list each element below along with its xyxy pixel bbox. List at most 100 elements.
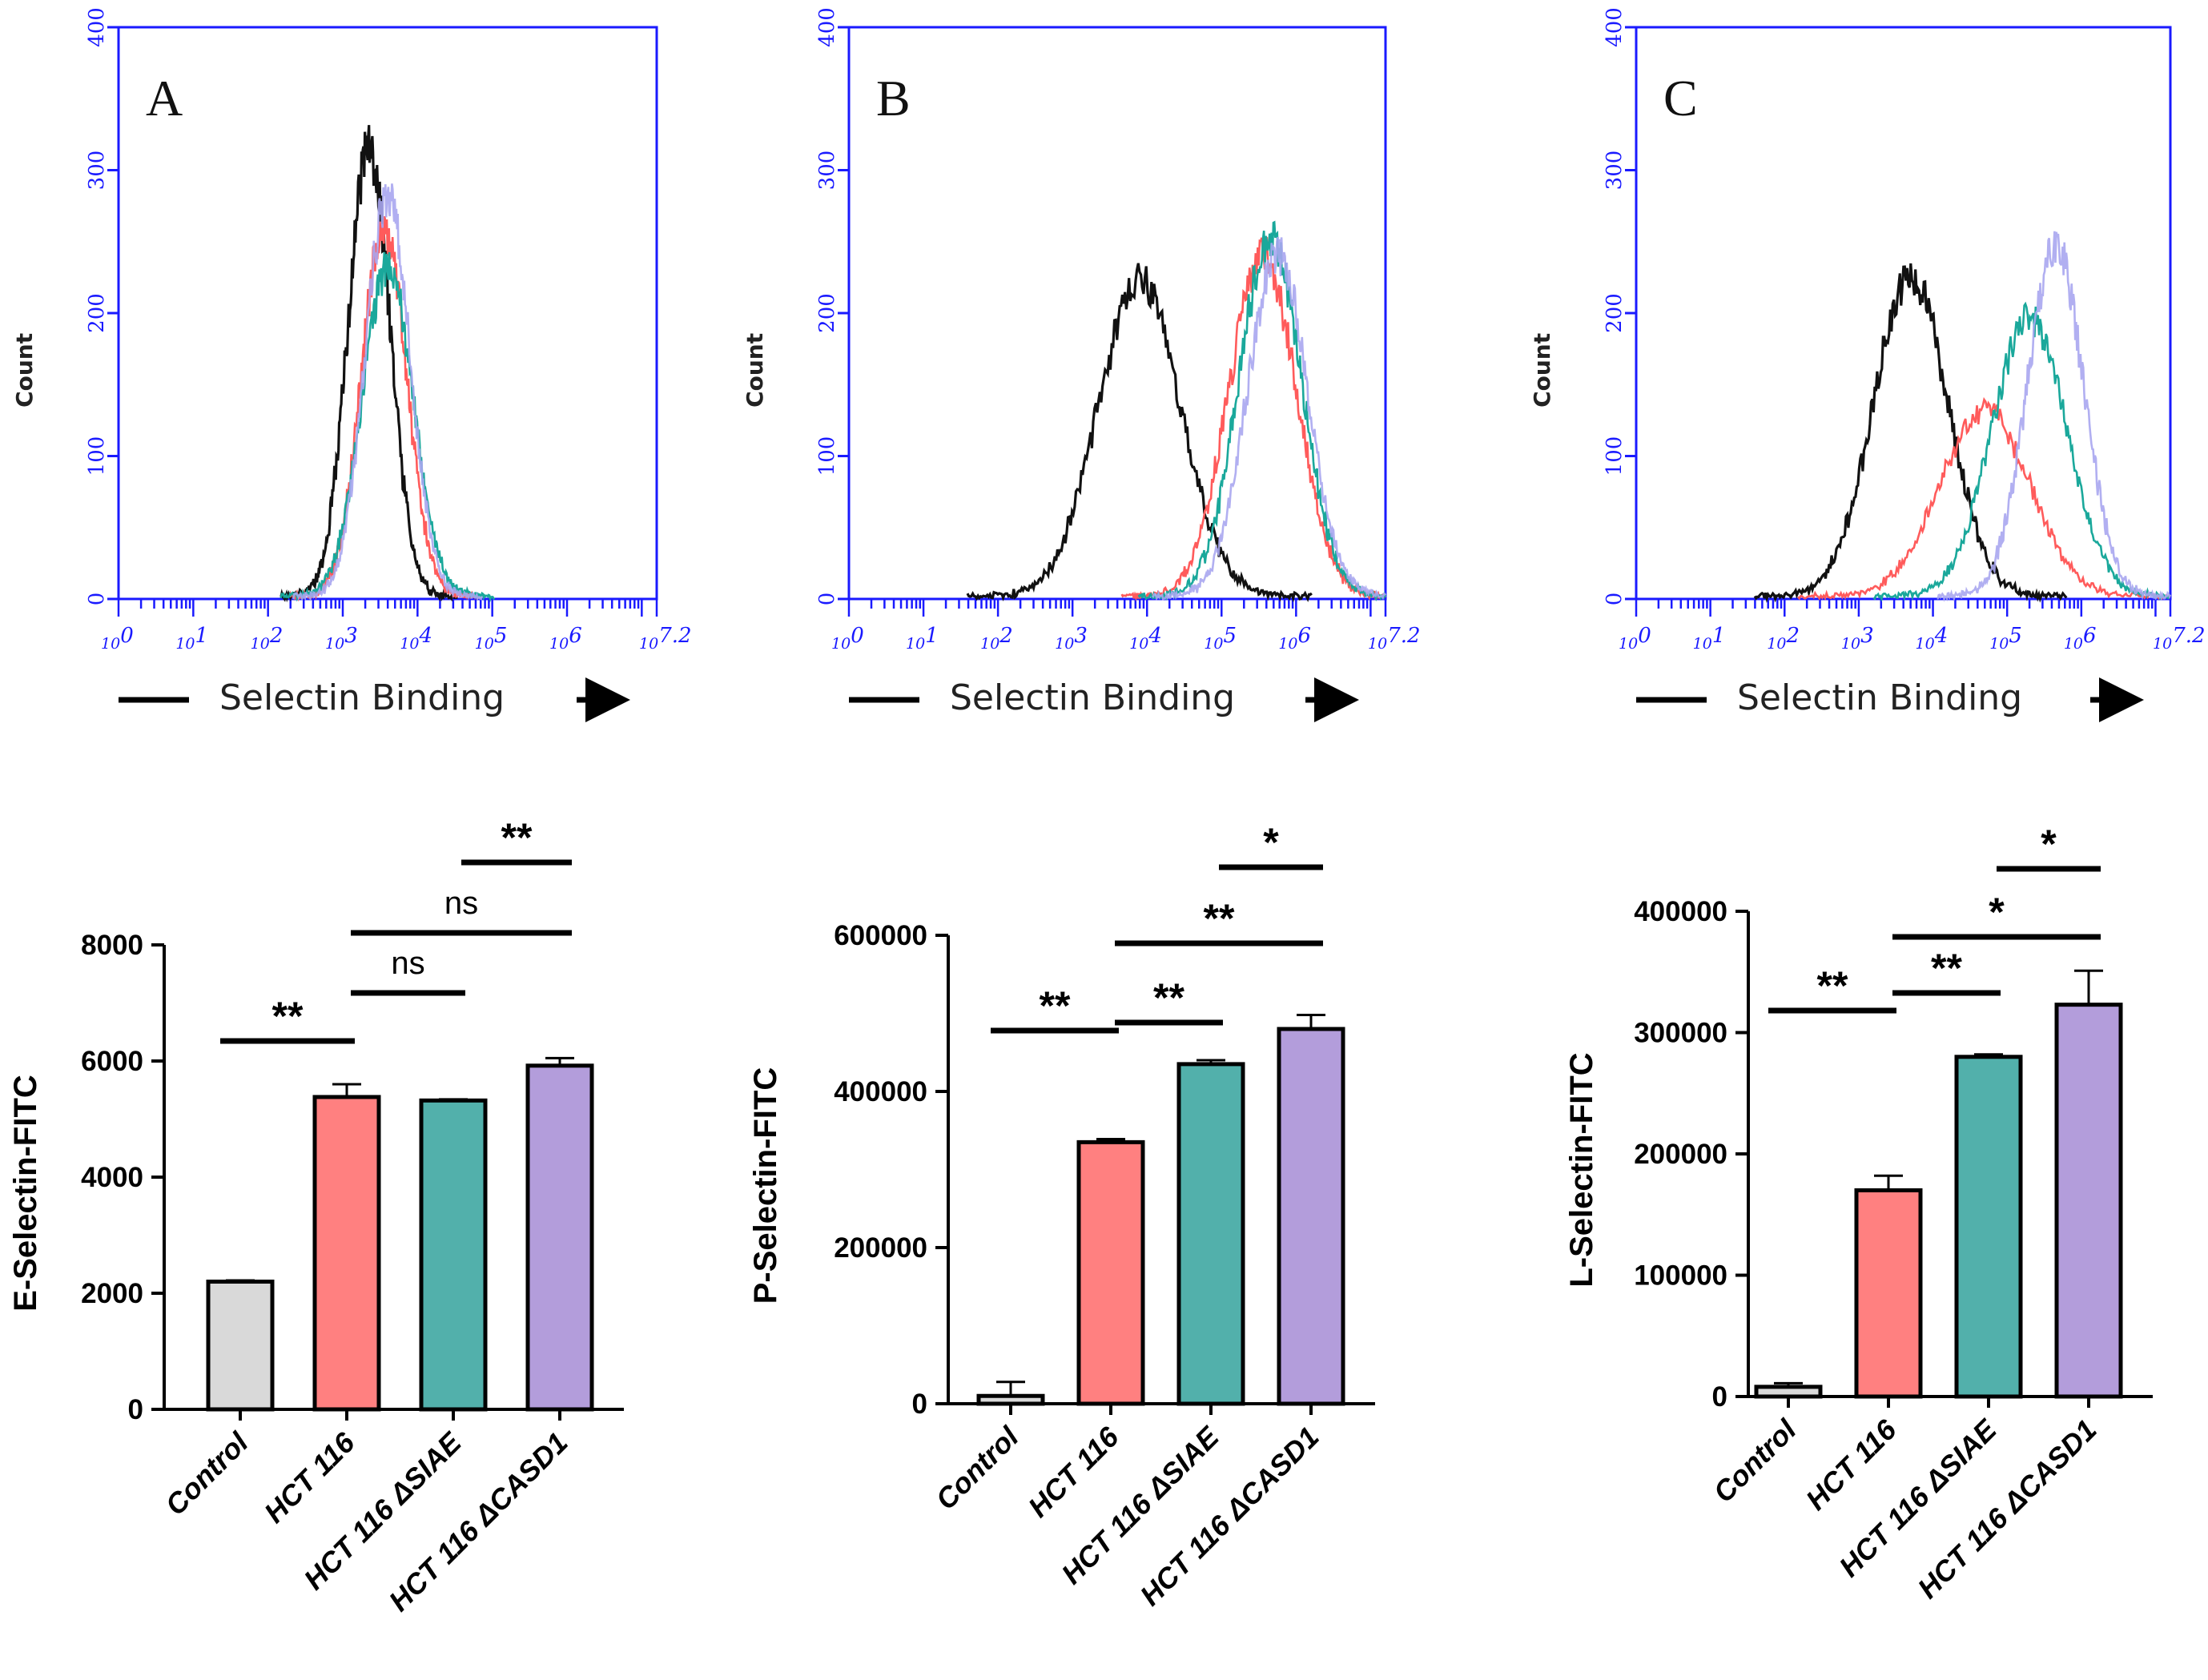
y-axis-label: E-Selectin-FITC (8, 1075, 43, 1312)
x-tick-label: HCT 116 (1022, 1420, 1126, 1524)
histogram-curve-hct-116-casd1 (292, 183, 483, 602)
x-tick-label: HCT 116 ΔCASD1 (1911, 1413, 2102, 1605)
significance-label: ** (501, 815, 533, 860)
bar-1 (1076, 1139, 1145, 1406)
histogram-panel-b: 0 100 200 300 400 100 101 102 103 104 105 106 107.2 C… (742, 7, 1421, 722)
y-tick-label: 200 (85, 293, 109, 333)
y-tick-label: 0 (1712, 1381, 1727, 1413)
x-tick-label: Control (1707, 1413, 1803, 1509)
x-tick-label: 103 (1055, 624, 1088, 653)
x-tick-label: 106 (2064, 624, 2097, 653)
x-tick-label: 102 (1767, 624, 1800, 653)
x-tick-label: HCT 116 ΔCASD1 (1133, 1421, 1325, 1612)
x-axis-label: Selectin Binding (950, 677, 1235, 718)
y-tick-label: 300 (1603, 151, 1627, 191)
x-tick-label: 107.2 (2153, 624, 2206, 653)
plot-frame (847, 26, 1387, 601)
bar-2 (419, 1098, 488, 1412)
y-tick-label: 300000 (1634, 1018, 1727, 1049)
plot-frame (1635, 26, 2172, 601)
y-tick-label: 4000 (81, 1162, 143, 1193)
significance-label: * (2041, 822, 2057, 866)
panel-letter: B (876, 70, 911, 127)
y-tick-label: 600000 (834, 920, 927, 951)
y-tick-label: 400000 (834, 1076, 927, 1107)
x-tick-label: Control (929, 1420, 1025, 1516)
significance-label: ** (1040, 983, 1071, 1028)
y-tick-label: 200000 (834, 1232, 927, 1264)
y-axis-label: Count (742, 333, 768, 408)
y-tick-label: 100000 (1634, 1260, 1727, 1292)
y-tick-label: 300 (85, 151, 109, 191)
x-tick-label: HCT 116 (1800, 1413, 1904, 1517)
panel-letter: C (1663, 70, 1698, 127)
bar-2 (1954, 1055, 2023, 1399)
significance-label: ** (1204, 896, 1235, 941)
y-tick-label: 100 (1603, 436, 1627, 476)
x-tick-label: 101 (175, 624, 208, 653)
y-tick-label: 200 (1603, 293, 1627, 333)
y-tick-label: 100 (85, 436, 109, 476)
y-axis-label: L-Selectin-FITC (1564, 1052, 1599, 1287)
significance-label: * (1989, 890, 2005, 934)
x-tick-label: HCT 116 ΔCASD1 (382, 1426, 573, 1618)
histogram-curve-control (280, 125, 458, 603)
x-tick-label: 102 (980, 624, 1013, 653)
significance-label: ** (1817, 963, 1848, 1008)
x-tick-label: 105 (1204, 624, 1237, 653)
histogram-curve-hct-116-casd1 (1937, 231, 2172, 602)
y-tick-label: 400 (85, 7, 109, 47)
y-tick-label: 0 (912, 1389, 927, 1420)
x-tick-label: 100 (1619, 624, 1651, 653)
x-axis-label: Selectin Binding (1737, 677, 2022, 718)
y-tick-label: 400 (1603, 7, 1627, 47)
significance-label: ns (391, 946, 424, 981)
histogram-curve-hct-116 (1797, 396, 2171, 601)
x-axis-label: Selectin Binding (219, 677, 505, 718)
y-tick-label: 200 (815, 293, 839, 333)
bar-3 (525, 1063, 594, 1412)
x-tick-label: 106 (549, 624, 582, 653)
x-tick-label: 104 (400, 624, 432, 653)
bar-0 (1754, 1385, 1823, 1399)
bar-3 (2054, 1003, 2123, 1399)
x-tick-label: 106 (1278, 624, 1311, 653)
histogram-curve-hct-116-siae (1872, 301, 2171, 602)
x-tick-label: 105 (1989, 624, 2022, 653)
x-tick-label: 103 (1841, 624, 1874, 653)
y-tick-label: 6000 (81, 1046, 143, 1077)
x-tick-label: 101 (1693, 624, 1726, 653)
y-tick-label: 100 (815, 436, 839, 476)
y-tick-label: 8000 (81, 930, 143, 961)
bar-chart-p-selectin: 0 200000 400000 600000 P-Selectin-FITC Contro… (748, 820, 1375, 1612)
y-tick-label: 0 (815, 593, 839, 606)
y-axis-label: Count (11, 333, 38, 408)
significance-label: ** (1931, 946, 1962, 991)
significance-label: ** (1153, 975, 1184, 1020)
significance-label: ** (272, 994, 304, 1039)
histogram-curve-hct-116-casd1 (1151, 236, 1387, 601)
y-axis-label: Count (1529, 333, 1555, 408)
histogram-curve-hct-116-siae (280, 251, 496, 603)
x-tick-label: 102 (251, 624, 284, 653)
y-tick-label: 400000 (1634, 896, 1727, 927)
x-tick-label: 104 (1916, 624, 1949, 653)
x-tick-label: HCT 116 (258, 1425, 362, 1529)
histogram-panels: 0 100 200 300 400 100 101 102 103 104 105 106 107.2 C… (11, 7, 2206, 722)
y-tick-label: 0 (1603, 593, 1627, 606)
bar-1 (312, 1095, 381, 1412)
x-tick-label: 104 (1129, 624, 1162, 653)
y-tick-label: 200000 (1634, 1139, 1727, 1170)
x-tick-label: 100 (831, 624, 864, 653)
histogram-curve-hct-116-siae (1137, 220, 1387, 602)
x-tick-label: 107.2 (1368, 624, 1421, 653)
bar-3 (1277, 1027, 1345, 1406)
x-tick-label: Control (159, 1425, 255, 1521)
bar-0 (206, 1280, 275, 1412)
y-tick-label: 2000 (81, 1278, 143, 1309)
bar-0 (976, 1393, 1045, 1406)
x-tick-label: 101 (906, 624, 939, 653)
